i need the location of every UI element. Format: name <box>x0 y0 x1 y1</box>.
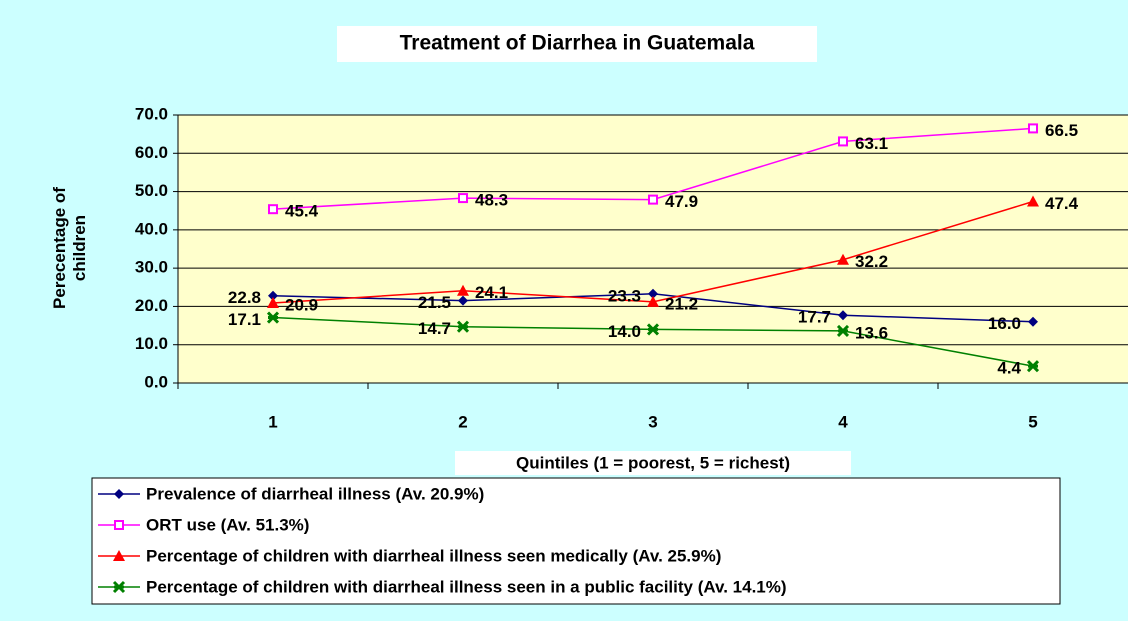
legend-box <box>91 477 1061 605</box>
legend-marker <box>112 580 126 594</box>
data-point <box>268 204 278 215</box>
y-tick-label: 10.0 <box>135 334 168 353</box>
data-label: 17.1 <box>228 310 261 329</box>
x-tick-label: 1 <box>268 412 277 431</box>
legend-label: Percentage of children with diarrheal il… <box>146 577 787 596</box>
data-label: 13.6 <box>855 323 888 342</box>
y-axis-label: Perecentage of children <box>50 187 89 309</box>
y-tick-label: 40.0 <box>135 219 168 238</box>
data-label: 22.8 <box>228 288 261 307</box>
data-label: 14.7 <box>418 319 451 338</box>
data-label: 17.7 <box>798 308 831 327</box>
data-point <box>836 324 850 337</box>
data-label: 4.4 <box>997 359 1021 378</box>
data-label: 47.9 <box>665 192 698 211</box>
data-label: 24.1 <box>475 283 508 302</box>
data-point <box>648 288 658 299</box>
data-label: 21.5 <box>418 293 451 312</box>
y-tick-label: 0.0 <box>144 372 168 391</box>
x-tick-label: 2 <box>458 412 467 431</box>
data-point <box>646 323 660 336</box>
data-point <box>838 310 848 321</box>
plot-area <box>178 115 1128 383</box>
legend-marker <box>114 520 124 530</box>
legend-marker <box>113 550 125 561</box>
data-point <box>457 284 469 296</box>
data-label: 16.0 <box>988 314 1021 333</box>
data-point <box>647 295 659 307</box>
legend-label: ORT use (Av. 51.3%) <box>146 515 309 534</box>
data-label: 48.3 <box>475 191 508 210</box>
data-point <box>1028 123 1038 134</box>
data-point <box>1026 360 1040 373</box>
data-point <box>1027 195 1039 207</box>
data-point <box>838 136 848 147</box>
data-label: 45.4 <box>285 202 319 221</box>
x-axis-label: Quintiles (1 = poorest, 5 = richest) <box>516 453 790 472</box>
legend-label: Percentage of children with diarrheal il… <box>146 546 721 565</box>
data-point <box>648 194 658 205</box>
x-tick-label: 4 <box>838 412 848 431</box>
y-tick-label: 30.0 <box>135 258 168 277</box>
data-label: 47.4 <box>1045 194 1079 213</box>
data-label: 14.0 <box>608 322 641 341</box>
y-tick-label: 70.0 <box>135 104 168 123</box>
data-point <box>837 253 849 265</box>
y-tick-label: 20.0 <box>135 296 168 315</box>
y-tick-label: 50.0 <box>135 181 168 200</box>
data-point <box>267 296 279 308</box>
data-label: 23.3 <box>608 286 641 305</box>
data-point <box>268 290 278 301</box>
data-point <box>458 295 468 306</box>
data-point <box>456 320 470 333</box>
y-tick-label: 60.0 <box>135 143 168 162</box>
data-label: 20.9 <box>285 295 318 314</box>
title-bg <box>337 26 817 62</box>
data-label: 63.1 <box>855 134 888 153</box>
legend-marker <box>114 489 124 499</box>
data-point <box>1028 316 1038 327</box>
chart-title: Treatment of Diarrhea in Guatemala <box>400 32 755 55</box>
data-label: 32.2 <box>855 252 888 271</box>
data-point <box>458 193 468 204</box>
x-tick-label: 5 <box>1028 412 1037 431</box>
x-label-bg <box>455 451 851 475</box>
legend-label: Prevalence of diarrheal illness (Av. 20.… <box>146 484 484 503</box>
data-label: 21.2 <box>665 294 698 313</box>
data-point <box>266 311 280 324</box>
data-label: 66.5 <box>1045 121 1078 140</box>
x-tick-label: 3 <box>648 412 657 431</box>
